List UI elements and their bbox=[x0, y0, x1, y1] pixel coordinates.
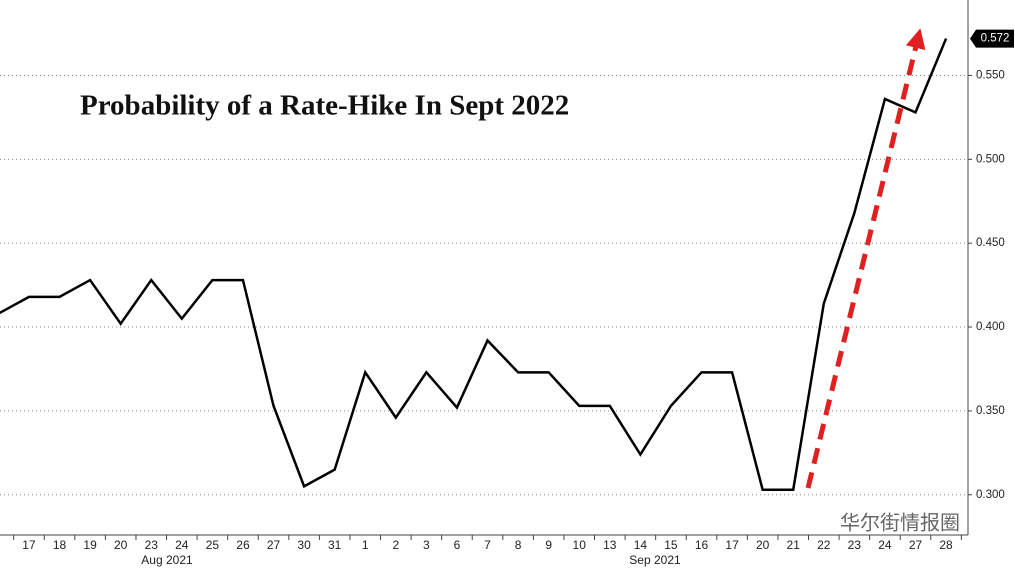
y-tick-label: 0.500 bbox=[976, 153, 1005, 165]
x-tick-label: 20 bbox=[114, 538, 128, 552]
x-tick-label: 15 bbox=[664, 538, 678, 552]
chart-title: Probability of a Rate-Hike In Sept 2022 bbox=[80, 90, 569, 122]
x-tick-label: 23 bbox=[848, 538, 862, 552]
x-tick-label: 26 bbox=[236, 538, 250, 552]
x-tick-label: 10 bbox=[573, 538, 587, 552]
x-tick-label: 18 bbox=[53, 538, 67, 552]
x-tick-label: 13 bbox=[603, 538, 617, 552]
x-tick-label: 2 bbox=[392, 538, 399, 552]
x-tick-label: 25 bbox=[206, 538, 220, 552]
x-tick-label: 7 bbox=[484, 538, 491, 552]
x-tick-label: 17 bbox=[725, 538, 739, 552]
x-tick-label: 3 bbox=[423, 538, 430, 552]
x-tick-label: 17 bbox=[22, 538, 36, 552]
y-tick-label: 0.300 bbox=[976, 489, 1005, 501]
month-label: Aug 2021 bbox=[141, 553, 193, 567]
x-tick-label: 28 bbox=[939, 538, 953, 552]
y-tick-label: 0.450 bbox=[976, 237, 1005, 249]
watermark: 华尔街情报圈 bbox=[840, 511, 960, 535]
x-tick-label: 20 bbox=[756, 538, 770, 552]
last-value-label: 0.572 bbox=[981, 33, 1010, 45]
y-tick-label: 0.350 bbox=[976, 405, 1005, 417]
x-tick-label: 22 bbox=[817, 538, 831, 552]
x-tick-label: 21 bbox=[787, 538, 801, 552]
x-tick-label: 16 bbox=[695, 538, 709, 552]
y-tick-label: 0.400 bbox=[976, 321, 1005, 333]
last-value-box bbox=[970, 29, 1014, 48]
x-tick-label: 24 bbox=[175, 538, 189, 552]
x-tick-label: 23 bbox=[145, 538, 159, 552]
x-tick-label: 31 bbox=[328, 538, 342, 552]
x-tick-label: 24 bbox=[878, 538, 892, 552]
x-tick-label: 1 bbox=[362, 538, 369, 552]
x-tick-label: 27 bbox=[909, 538, 923, 552]
line bbox=[0, 38, 948, 491]
x-tick-label: 6 bbox=[454, 538, 461, 552]
x-tick-label: 27 bbox=[267, 538, 281, 552]
x-tick-label: 14 bbox=[634, 538, 648, 552]
x-tick-label: 8 bbox=[515, 538, 522, 552]
month-label: Sep 2021 bbox=[629, 553, 681, 567]
y-tick-label: 0.550 bbox=[976, 70, 1005, 82]
x-tick-label: 19 bbox=[83, 538, 97, 552]
x-tick-label: 9 bbox=[545, 538, 552, 552]
x-tick-label: 30 bbox=[297, 538, 311, 552]
trend-arrow bbox=[805, 28, 926, 489]
